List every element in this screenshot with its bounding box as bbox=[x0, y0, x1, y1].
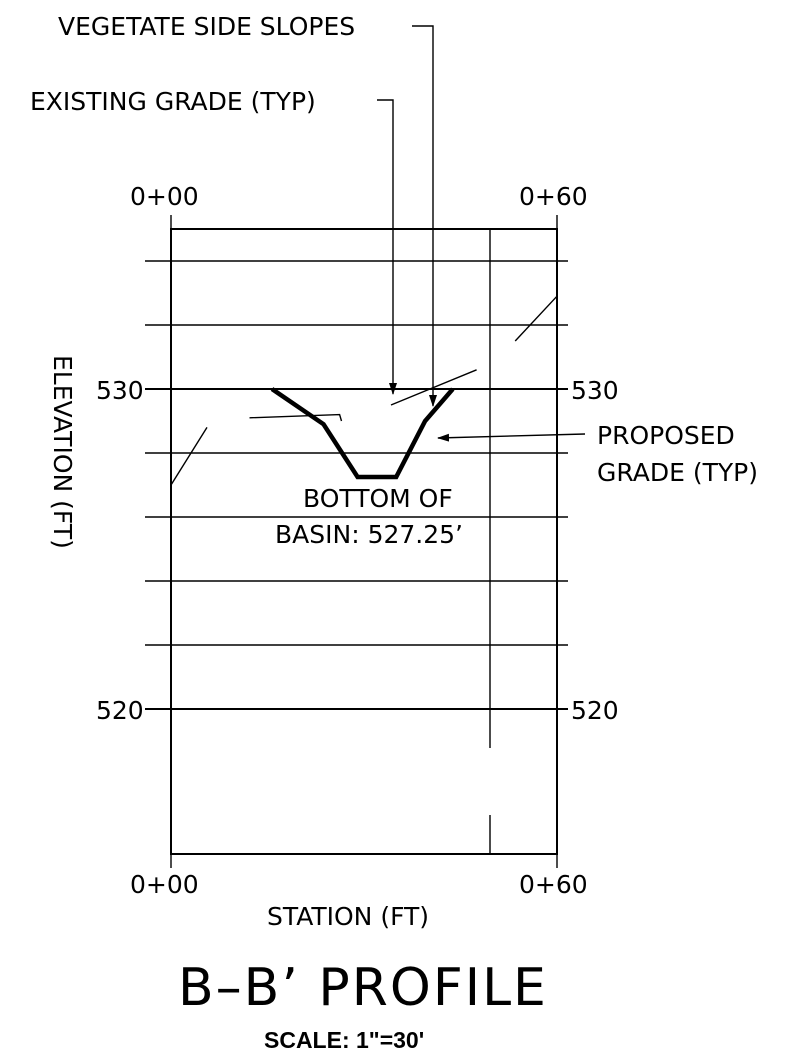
proposed-grade-leader bbox=[437, 433, 586, 442]
station-label-top-end: 0+60 bbox=[519, 182, 588, 211]
existing-grade-callout: EXISTING GRADE (TYP) bbox=[30, 87, 316, 116]
station-label-top-start: 0+00 bbox=[130, 182, 199, 211]
proposed-grade-callout-line1: PROPOSED bbox=[597, 421, 735, 450]
existing-grade-line bbox=[390, 369, 477, 406]
callout-leaders bbox=[377, 25, 586, 442]
elevation-label-right-520: 520 bbox=[571, 696, 619, 725]
elevation-label-right-530: 530 bbox=[571, 376, 619, 405]
station-label-bottom-end: 0+60 bbox=[519, 870, 588, 899]
vegetate-callout: VEGETATE SIDE SLOPES bbox=[58, 12, 355, 41]
profile-grid bbox=[145, 215, 568, 868]
station-label-bottom-start: 0+00 bbox=[130, 870, 199, 899]
existing-grade-line bbox=[514, 295, 558, 342]
existing-grade-line bbox=[170, 427, 208, 486]
proposed-grade-callout-line2: GRADE (TYP) bbox=[597, 458, 758, 487]
elevation-label-left-520: 520 bbox=[96, 696, 144, 725]
scale-note: SCALE: 1"=30' bbox=[264, 1027, 424, 1053]
x-axis-title: STATION (FT) bbox=[267, 902, 429, 931]
existing-grade-line bbox=[249, 413, 343, 422]
existing-grade-leader bbox=[377, 99, 397, 395]
drawing-title: B–B’ PROFILE bbox=[178, 958, 548, 1018]
bottom-of-basin-line2: BASIN: 527.25’ bbox=[275, 520, 463, 549]
vegetate-leader bbox=[412, 25, 437, 407]
y-axis-title: ELEVATION (FT) bbox=[48, 355, 77, 549]
profile-frame bbox=[170, 228, 558, 855]
bottom-of-basin-line1: BOTTOM OF bbox=[303, 484, 453, 513]
proposed-grade-series bbox=[270, 387, 455, 480]
proposed-grade-line bbox=[270, 387, 455, 480]
elevation-label-left-530: 530 bbox=[96, 376, 144, 405]
existing-grade-series bbox=[170, 295, 558, 486]
